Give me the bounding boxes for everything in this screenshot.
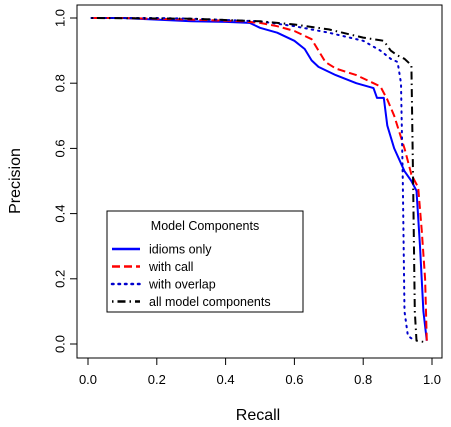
legend-label: with call [148, 260, 193, 274]
x-axis-title: Recall [236, 407, 280, 424]
series-layer [90, 17, 428, 344]
legend-label: all model components [149, 295, 271, 309]
legend: Model Components idioms only with call wit… [106, 210, 304, 313]
y-axis-title: Precision [7, 148, 24, 214]
legend-entries: idioms only with call with overlap all mode… [110, 243, 271, 309]
y-tick-label: 0.4 [53, 205, 68, 223]
legend-title: Model Components [151, 219, 259, 233]
x-tick-label: 0.6 [285, 372, 303, 387]
x-tick-label: 0.8 [354, 372, 372, 387]
legend-label: with overlap [148, 278, 216, 292]
series-line-with-call [91, 17, 428, 341]
x-axis: 0.0 0.2 0.4 0.6 0.8 1.0 [79, 357, 441, 387]
y-tick-label: 0.8 [53, 74, 68, 92]
x-tick-label: 0.4 [217, 372, 235, 387]
y-axis: 0.0 0.2 0.4 0.6 0.8 1.0 [53, 9, 78, 353]
x-tick-label: 1.0 [423, 372, 441, 387]
legend-label: idioms only [149, 243, 212, 257]
y-tick-label: 0.0 [53, 335, 68, 353]
legend-box [106, 210, 304, 313]
y-tick-label: 0.2 [53, 270, 68, 288]
y-tick-label: 1.0 [53, 9, 68, 27]
series-line-all-model-components [91, 17, 427, 344]
series-line-idioms-only [91, 17, 428, 341]
x-tick-label: 0.2 [148, 372, 166, 387]
x-tick-label: 0.0 [79, 372, 97, 387]
y-tick-label: 0.6 [53, 139, 68, 157]
